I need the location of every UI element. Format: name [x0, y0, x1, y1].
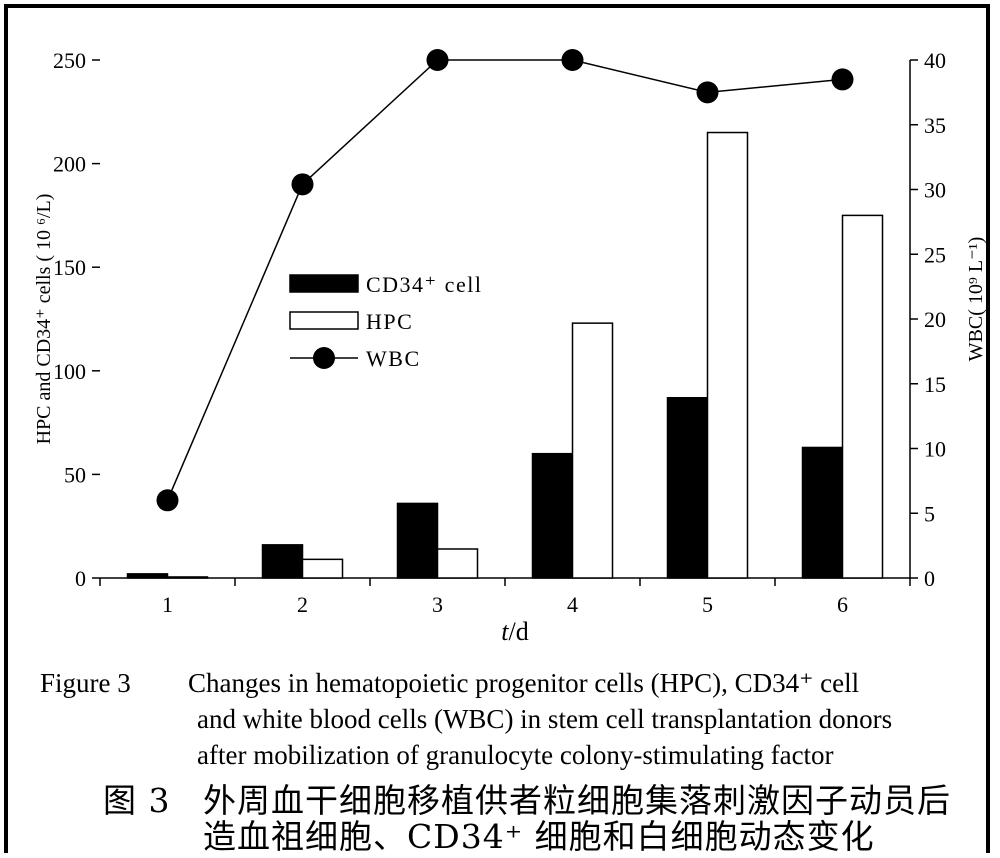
right-y-tick-label: 40	[924, 48, 946, 73]
figure-frame	[4, 4, 990, 853]
right-y-tick-label: 15	[924, 372, 946, 397]
legend-label: HPC	[366, 309, 413, 334]
left-y-tick-label: 0	[75, 566, 86, 591]
right-y-tick-label: 30	[924, 178, 946, 203]
right-y-tick-label: 25	[924, 242, 946, 267]
bar-cd34-cell	[801, 446, 844, 579]
wbc-point	[426, 49, 449, 71]
legend-swatch	[289, 274, 359, 293]
left-y-tick-label: 100	[53, 359, 86, 384]
bar-cd34-cell	[396, 502, 439, 579]
bar-cd34-cell	[531, 452, 574, 579]
bar-hpc	[436, 548, 479, 579]
left-y-tick-label: 250	[53, 48, 86, 73]
left-y-tick-label: 150	[53, 255, 86, 280]
legend-label: WBC	[366, 346, 421, 371]
bar-hpc	[841, 214, 884, 579]
x-tick-label: 5	[702, 592, 713, 617]
right-y-tick-label: 0	[924, 566, 935, 591]
right-y-tick-label: 35	[924, 113, 946, 138]
bar-cd34-cell	[126, 573, 169, 579]
wbc-point	[831, 68, 854, 91]
wbc-point	[291, 173, 314, 196]
x-axis-label: t/d	[501, 617, 528, 646]
left-y-tick-label: 50	[64, 462, 86, 487]
legend-label: CD34⁺ cell	[366, 272, 482, 297]
bar-hpc	[301, 558, 344, 579]
x-tick-label: 3	[432, 592, 443, 617]
bar-hpc	[706, 131, 749, 579]
right-y-tick-label: 20	[924, 307, 946, 332]
right-y-tick-label: 5	[924, 501, 935, 526]
bar-hpc	[166, 576, 209, 579]
x-tick-label: 4	[567, 592, 578, 617]
x-tick-label: 2	[297, 592, 308, 617]
right-y-tick-label: 10	[924, 437, 946, 462]
left-y-tick-label: 200	[53, 152, 86, 177]
right-y-axis-label: WBC( 10⁹ L⁻¹)	[965, 237, 987, 362]
bar-cd34-cell	[666, 396, 709, 579]
bar-hpc	[571, 322, 614, 579]
legend-swatch-marker	[313, 347, 335, 369]
wbc-point	[561, 49, 584, 71]
x-tick-label: 1	[162, 592, 173, 617]
x-tick-label: 6	[837, 592, 848, 617]
wbc-point	[696, 81, 719, 104]
bar-cd34-cell	[261, 544, 304, 579]
legend-swatch	[289, 311, 359, 330]
wbc-line	[166, 59, 843, 501]
wbc-point	[156, 489, 179, 512]
left-y-axis-label: HPC and CD34⁺ cells ( 10 ⁶/L)	[33, 194, 55, 445]
